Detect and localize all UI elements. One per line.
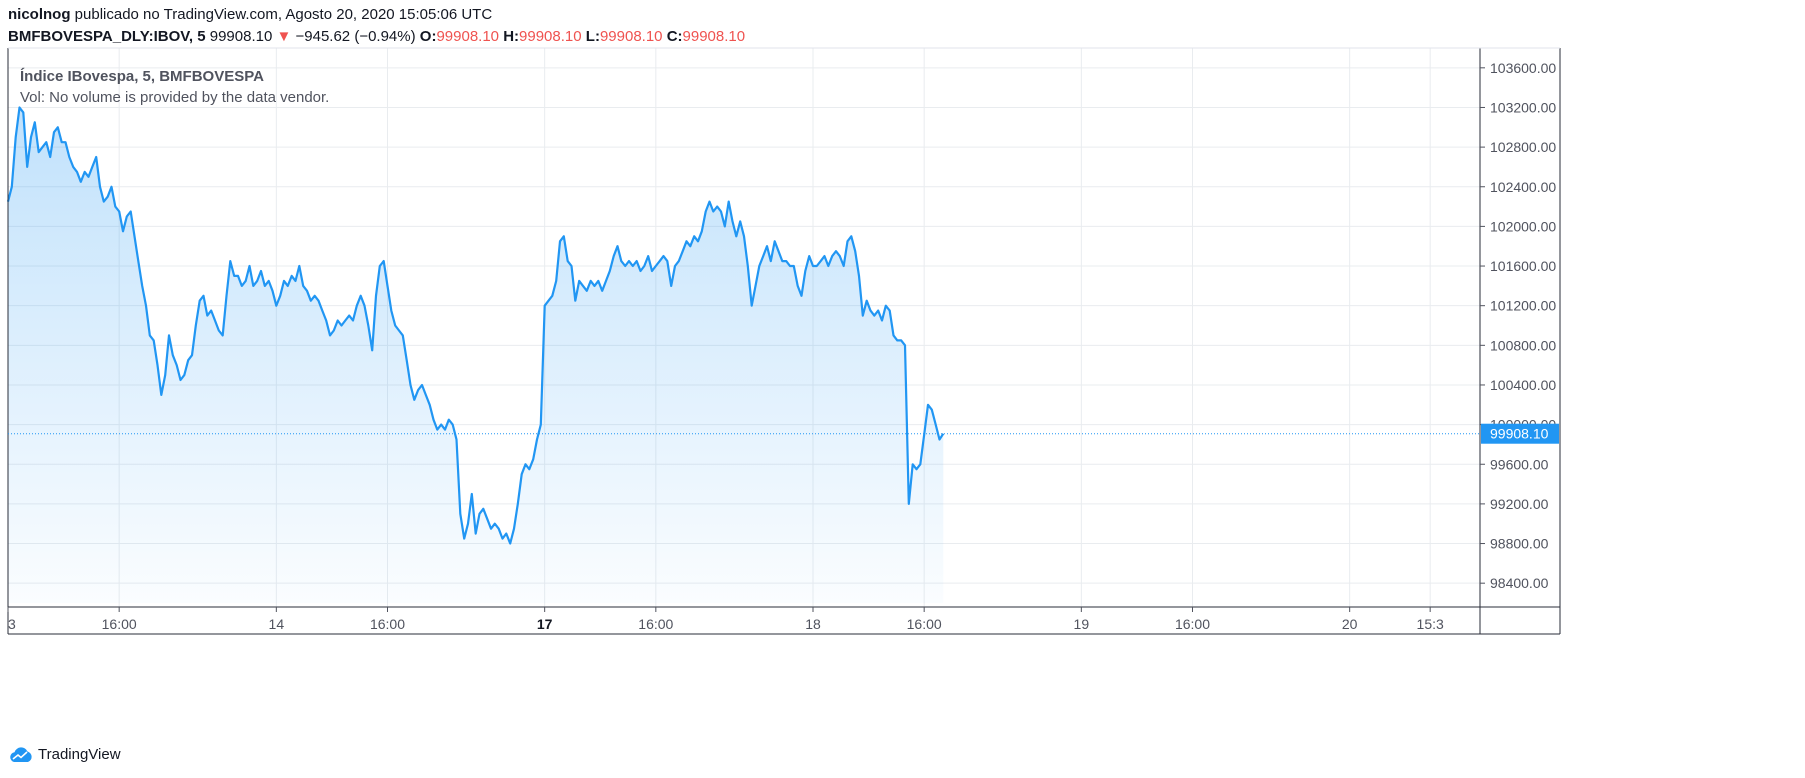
- chart-legend[interactable]: Índice IBovespa, 5, BMFBOVESPA Vol: No v…: [20, 68, 329, 106]
- x-tick-label: 16:00: [102, 616, 137, 632]
- tradingview-brand[interactable]: TradingView: [8, 746, 121, 763]
- chart-frame: [7, 47, 1561, 635]
- low-label: L:: [585, 28, 600, 45]
- tradingview-cloud-icon: [10, 746, 32, 762]
- y-tick-label: 99200.00: [1490, 496, 1549, 512]
- y-tick-label: 100400.00: [1490, 377, 1556, 393]
- open-label: O:: [419, 28, 437, 45]
- y-tick-label: 102800.00: [1490, 139, 1556, 155]
- y-tick-label: 98400.00: [1490, 575, 1549, 591]
- time-axis[interactable]: 3 16:00 14 16:00 17 16:00 18 16:00 19 16:00 20 15:3: [7, 607, 1444, 632]
- price-area: [8, 107, 944, 603]
- open-value: 99908.10: [436, 28, 500, 45]
- y-tick-label: 103600.00: [1490, 60, 1556, 76]
- close-value: 99908.10: [682, 28, 746, 45]
- last-price-marker: 99908.10: [8, 423, 1559, 444]
- price-line: [6, 106, 945, 545]
- legend-symbol-title[interactable]: Índice IBovespa, 5, BMFBOVESPA: [20, 68, 264, 85]
- close-label: C:: [666, 28, 683, 45]
- y-tick-label: 100800.00: [1490, 337, 1556, 353]
- y-tick-label: 102400.00: [1490, 179, 1556, 195]
- down-arrow-icon: ▼: [276, 28, 292, 45]
- x-tick-label: 17: [537, 616, 553, 632]
- x-tick-label: 19: [1074, 616, 1090, 632]
- low-value: 99908.10: [599, 28, 663, 45]
- x-tick-label: 16:00: [638, 616, 673, 632]
- x-tick-label: 3: [8, 616, 16, 632]
- x-tick-label: 20: [1342, 616, 1358, 632]
- published-text: publicado no TradingView.com, Agosto 20,…: [74, 6, 493, 23]
- y-tick-label: 99600.00: [1490, 456, 1549, 472]
- price-axis[interactable]: 98400.0098800.0099200.0099600.00100000.0…: [1480, 60, 1556, 591]
- x-tick-label: 16:00: [1175, 616, 1210, 632]
- publication-line: nicolnog publicado no TradingView.com, A…: [8, 6, 492, 23]
- price-change: −945.62 (−0.94%): [295, 28, 416, 45]
- volume-note: Vol: No volume is provided by the data v…: [20, 89, 330, 106]
- publisher-name[interactable]: nicolnog: [8, 6, 71, 23]
- y-tick-label: 101600.00: [1490, 258, 1556, 274]
- y-tick-label: 102000.00: [1490, 218, 1556, 234]
- x-tick-label: 18: [805, 616, 821, 632]
- high-label: H:: [503, 28, 520, 45]
- last-price-badge: [1481, 423, 1559, 444]
- y-tick-label: 103200.00: [1490, 99, 1556, 115]
- last-price: 99908.10: [209, 28, 273, 45]
- last-price-label: 99908.10: [1490, 426, 1549, 442]
- quote-line: BMFBOVESPA_DLY:IBOV, 5 99908.10 ▼ −945.6…: [8, 28, 745, 45]
- x-tick-label: 16:00: [370, 616, 405, 632]
- x-tick-label: 15:3: [1417, 616, 1444, 632]
- brand-name: TradingView: [38, 746, 121, 763]
- symbol-label: BMFBOVESPA_DLY:IBOV, 5: [8, 28, 206, 45]
- y-tick-label: 98800.00: [1490, 536, 1549, 552]
- y-tick-label: 101200.00: [1490, 298, 1556, 314]
- high-value: 99908.10: [519, 28, 582, 45]
- x-tick-label: 16:00: [907, 616, 942, 632]
- x-tick-label: 14: [269, 616, 285, 632]
